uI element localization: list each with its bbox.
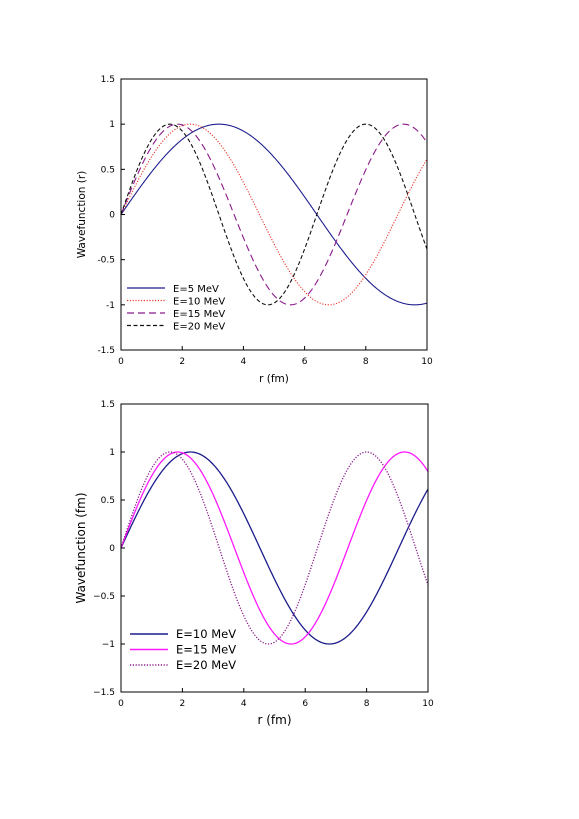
y-tick-label: 0.5 [101, 496, 115, 506]
x-tick-label: 2 [180, 699, 186, 709]
x-tick-label: 6 [302, 357, 308, 367]
y-axis-label: Wavefunction (r) [76, 171, 88, 259]
legend-label: E=15 MeV [176, 643, 236, 657]
x-tick-label: 0 [118, 357, 124, 367]
y-tick-label: 1 [109, 448, 115, 458]
x-tick-label: 8 [364, 699, 370, 709]
series-line-e-15-mev [120, 123, 428, 306]
top-chart: 0 2 4 6 8 10 1.5 1 0.5 0 -0.5 -1 -1.5 r (fm) Wavefunct… [76, 75, 433, 385]
x-tick-label: 0 [118, 699, 124, 709]
legend-label: E=10 MeV [176, 627, 236, 641]
x-tick-label: 8 [363, 357, 369, 367]
legend-label: E=20 MeV [173, 322, 225, 333]
y-tick-label: 0.5 [101, 165, 115, 175]
x-tick-label: 4 [241, 699, 247, 709]
x-axis-label: r (fm) [259, 373, 289, 385]
y-tick-label: −1.5 [93, 688, 115, 698]
series-line-e-10-mev [120, 123, 428, 306]
series-line-e-5-mev [120, 123, 428, 306]
legend-label: E=15 MeV [173, 309, 225, 320]
y-tick-label: 0 [109, 544, 115, 554]
x-tick-label: 2 [179, 357, 185, 367]
legend-label: E=5 MeV [173, 284, 219, 295]
y-tick-label: -1.5 [97, 346, 115, 356]
series-line-e-15-mev [120, 451, 429, 645]
y-tick-label: 1 [109, 120, 115, 130]
x-axis-label: r (fm) [257, 713, 291, 727]
x-tick-label: 10 [421, 357, 433, 367]
x-tick-label: 10 [422, 699, 434, 709]
series-line-e-20-mev [120, 123, 428, 306]
bottom-chart: 0 2 4 6 8 10 1.5 1 0.5 0 −0.5 −1 −1.5 r (fm) Wavefunct… [74, 400, 434, 727]
y-tick-label: −0.5 [93, 592, 115, 602]
series-line-e-10-mev [120, 451, 429, 645]
x-tick-label: 4 [241, 357, 247, 367]
y-tick-label: 1.5 [101, 400, 115, 410]
legend-label: E=20 MeV [176, 658, 236, 672]
y-tick-label: 0 [109, 211, 115, 221]
y-tick-label: −1 [102, 640, 115, 650]
y-tick-label: -1 [106, 301, 115, 311]
y-tick-label: -0.5 [97, 256, 115, 266]
y-tick-label: 1.5 [101, 75, 115, 85]
legend-label: E=10 MeV [173, 297, 225, 308]
x-tick-label: 6 [302, 699, 308, 709]
y-axis-label: Wavefunction (fm) [74, 492, 88, 603]
